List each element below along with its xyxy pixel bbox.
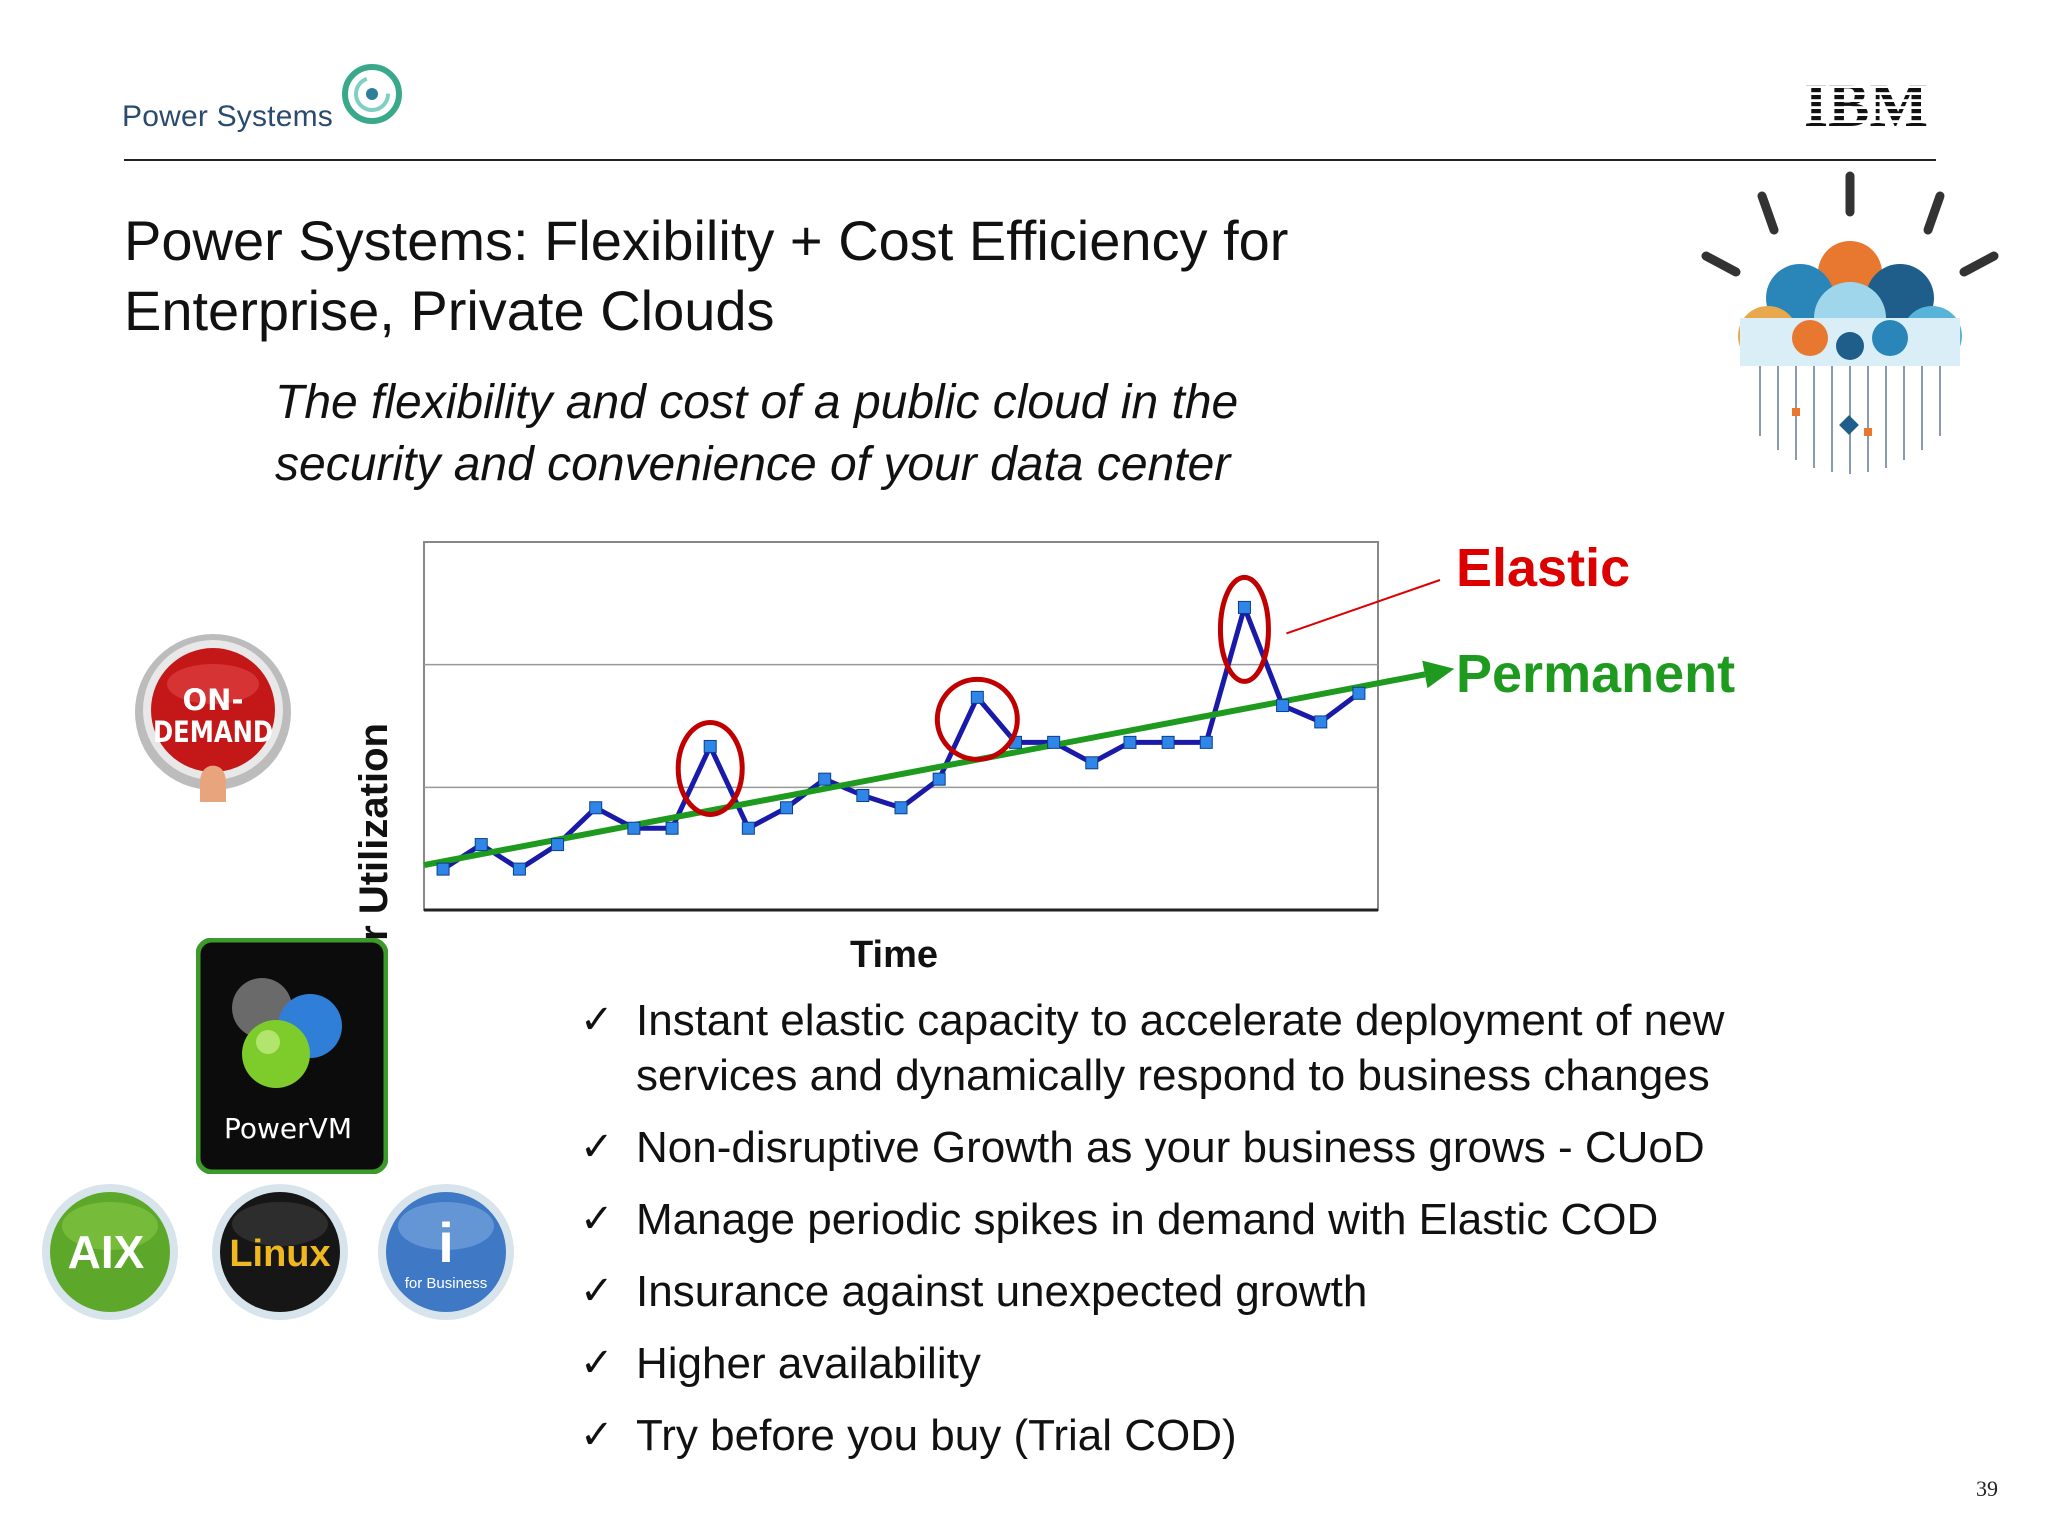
benefit-list: ✓ Instant elastic capacity to accelerate …: [580, 993, 1880, 1480]
elastic-spike-highlight: [675, 719, 745, 817]
data-point: [780, 801, 794, 815]
data-point: [970, 690, 984, 704]
svg-text:AIX: AIX: [68, 1226, 145, 1278]
checkmark-icon: ✓: [580, 1196, 614, 1242]
data-point: [1047, 735, 1061, 749]
list-item: ✓ Instant elastic capacity to accelerate …: [580, 993, 1880, 1103]
page-subtitle: The flexibility and cost of a public clo…: [275, 376, 1239, 491]
data-point: [1123, 735, 1137, 749]
checkmark-icon: ✓: [580, 997, 614, 1043]
data-point: [1237, 600, 1251, 614]
svg-text:ON-: ON-: [183, 683, 244, 717]
elastic-spike-highlight: [1217, 574, 1271, 684]
on-demand-button-icon: ON- DEMAND: [135, 634, 291, 802]
page-title: Power Systems: Flexibility + Cost Effici…: [124, 209, 1289, 342]
plot-area: [423, 541, 1379, 911]
list-item-text: Non-disruptive Growth as your business g…: [636, 1123, 1705, 1172]
elastic-callout-line: [1286, 579, 1441, 635]
checkmark-icon: ✓: [580, 1340, 614, 1386]
data-point: [1314, 715, 1328, 729]
page-number: 39: [1976, 1476, 1998, 1501]
elastic-spike-highlight: [934, 676, 1020, 762]
permanent-trend-line: [423, 671, 1426, 868]
linux-logo: Linux: [212, 1184, 348, 1320]
powervm-logo: PowerVM: [196, 938, 388, 1174]
list-item-text: Instant elastic capacity to accelerate d…: [636, 996, 1725, 1100]
data-point: [1085, 756, 1099, 770]
data-point: [474, 838, 488, 852]
svg-text:Linux: Linux: [229, 1233, 330, 1275]
list-item-text: Insurance against unexpected growth: [636, 1267, 1368, 1316]
svg-text:for Business: for Business: [405, 1275, 488, 1292]
ibm-logo: IBM: [1804, 74, 1928, 130]
data-point: [1161, 735, 1175, 749]
aix-logo: AIX: [42, 1184, 178, 1320]
trend-arrowhead: [1422, 660, 1455, 689]
svg-text:i: i: [438, 1211, 454, 1274]
data-point: [703, 739, 717, 753]
data-point: [818, 772, 832, 786]
data-point: [551, 838, 565, 852]
data-point: [1352, 686, 1366, 700]
brand-text: Power Systems: [122, 100, 333, 133]
checkmark-icon: ✓: [580, 1268, 614, 1314]
data-point: [627, 821, 641, 835]
power-systems-swirl-icon: [342, 64, 402, 124]
svg-text:DEMAND: DEMAND: [153, 715, 273, 749]
data-point: [894, 801, 908, 815]
utilization-chart: Processor Utilization Elastic Permanent: [352, 538, 1735, 990]
data-point: [589, 801, 603, 815]
svg-text:PowerVM: PowerVM: [224, 1112, 352, 1145]
list-item: ✓ Non-disruptive Growth as your business …: [580, 1120, 1880, 1175]
data-point: [1276, 699, 1290, 713]
header-divider: [124, 159, 1936, 161]
x-axis-label: Time: [850, 934, 939, 976]
data-point: [512, 862, 526, 876]
list-item-text: Higher availability: [636, 1339, 981, 1388]
list-item: ✓ Try before you buy (Trial COD): [580, 1408, 1880, 1463]
list-item: ✓ Insurance against unexpected growth: [580, 1264, 1880, 1319]
checkmark-icon: ✓: [580, 1124, 614, 1170]
data-point: [932, 772, 946, 786]
data-point: [1199, 735, 1213, 749]
data-point: [741, 821, 755, 835]
elastic-label: Elastic: [1456, 538, 1630, 598]
list-item-text: Manage periodic spikes in demand with El…: [636, 1195, 1659, 1244]
permanent-label: Permanent: [1456, 644, 1735, 704]
ibm-cloud-illustration: [1701, 171, 1999, 474]
data-point: [436, 862, 450, 876]
power-systems-logo: [342, 64, 402, 124]
ibm-i-logo: i for Business: [378, 1184, 514, 1320]
list-item: ✓ Higher availability: [580, 1336, 1880, 1391]
data-point: [665, 821, 679, 835]
list-item: ✓ Manage periodic spikes in demand with E…: [580, 1192, 1880, 1247]
svg-text:IBM: IBM: [1804, 74, 1928, 130]
checkmark-icon: ✓: [580, 1412, 614, 1458]
list-item-text: Try before you buy (Trial COD): [636, 1411, 1237, 1460]
data-point: [856, 789, 870, 803]
